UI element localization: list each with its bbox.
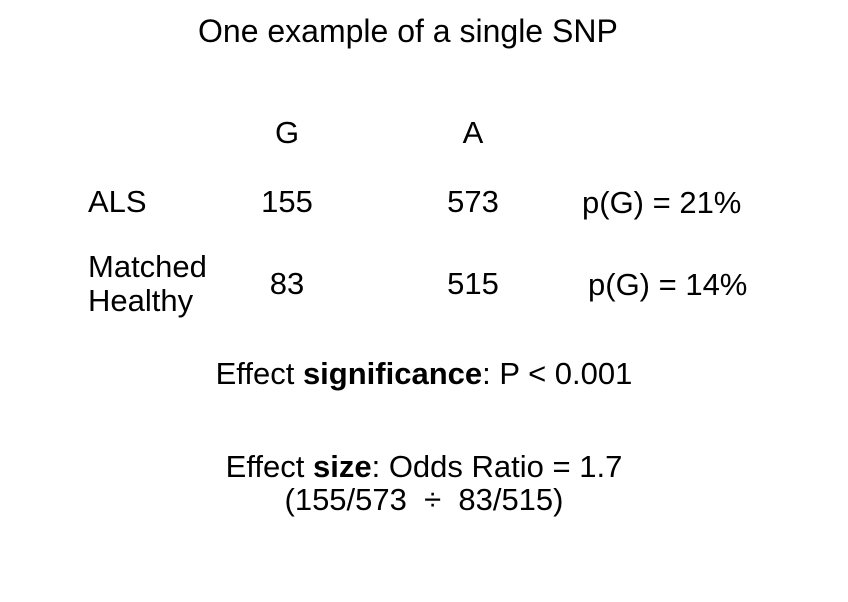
effect-significance-keyword: significance: [302, 356, 483, 391]
effect-significance-prefix: Effect: [215, 356, 303, 391]
slide-title: One example of a single SNP: [198, 13, 618, 49]
effect-significance-value: : P < 0.001: [482, 356, 633, 391]
cell-matched-healthy-a-count: 515: [447, 266, 499, 301]
effect-significance-line: Effect significance: P < 0.001: [0, 356, 848, 392]
row-label-als: ALS: [88, 184, 147, 219]
cell-als-a-count: 573: [447, 184, 499, 219]
effect-size-line: Effect size: Odds Ratio = 1.7: [0, 449, 848, 485]
col-header-a: A: [462, 115, 484, 150]
p-note-als: p(G) = 21%: [582, 185, 742, 220]
odds-ratio-formula: (155/573 ÷ 83/515): [284, 482, 564, 517]
effect-size-value: : Odds Ratio = 1.7: [371, 449, 623, 484]
effect-size-keyword: size: [312, 449, 372, 484]
cell-matched-healthy-g-count: 83: [269, 266, 305, 301]
row-label-matched-healthy: Matched Healthy: [88, 249, 207, 318]
col-header-g: G: [274, 115, 300, 150]
p-note-matched-healthy: p(G) = 14%: [588, 267, 748, 302]
effect-size-prefix: Effect: [225, 449, 313, 484]
cell-als-g-count: 155: [261, 184, 313, 219]
